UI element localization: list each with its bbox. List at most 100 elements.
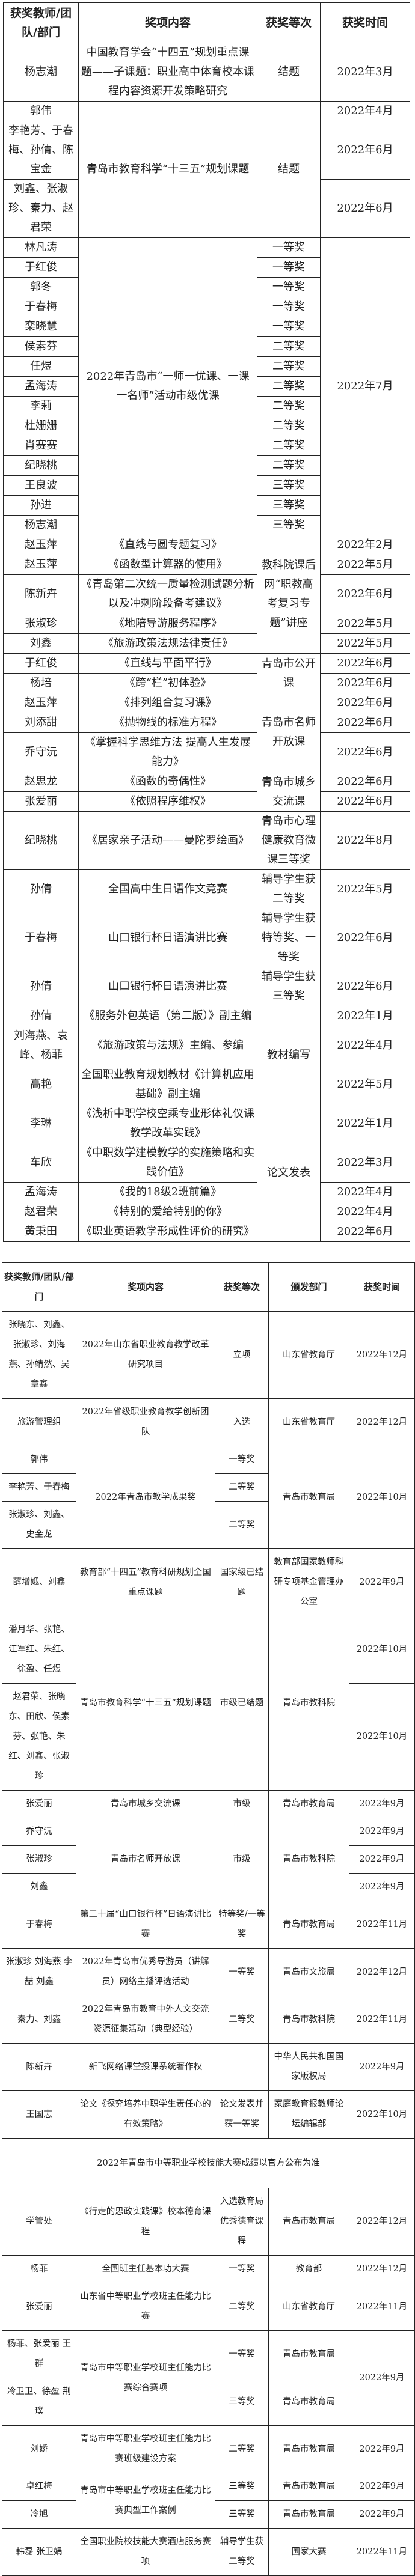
winner-cell: 孙倩 [3,967,79,1006]
table-row: 陈新卉 《青岛第二次统一质量检测试题分析以及冲刺阶段备考建议》 2022年6月 [3,574,410,614]
award-level-cell: 市级已结题 [215,1616,269,1791]
winner-cell: 刘添甜 [3,713,79,733]
award-content-cell: 2022年青岛市教育中外人文交流资源征集活动（典型经验） [76,1996,215,2044]
table-row: 栾晓慧 一等奖 [3,317,410,337]
award-content-cell: 新飞网络课堂授课系统著作权 [76,2043,215,2091]
table-row: 于春梅 第二十届“山口银行杯”日语演讲比赛 特等奖/一等奖 青岛市教育局 2022年11… [2,1901,415,1949]
award-level-cell: 一等奖 [215,2330,269,2378]
award-content-cell: 2022年青岛市“一师一优课、一课一名师”活动市级优课 [78,237,257,535]
winner-cell: 学管处 [2,2188,76,2256]
award-date-cell: 2022年12月 [349,1948,415,1996]
column-header: 获奖等次 [215,1262,269,1312]
table-row: 张淑珍 刘海燕 李喆 刘鑫 2022年青岛市优秀导游员（讲解员）网络主播评选活动一… [2,1948,415,1996]
table-row: 张淑珍 2022年9月 [2,1845,415,1874]
table-row: 赵玉萍 《排列组合复习课》 青岛市名师开放课 2022年6月 [3,693,410,772]
award-content-cell: 第二十届“山口银行杯”日语演讲比赛 [76,1901,215,1949]
award-content-cell: 《旅游政策法规法律责任》 [78,633,257,654]
award-level-cell: 辅导学生获特等奖、一等奖 [257,909,321,967]
table-row: 赵思龙 《函数的奇偶性》 青岛市城乡交流课 2022年6月 [3,772,410,812]
winner-cell: 张爱丽 [2,1790,76,1818]
award-date-cell: 2022年8月 [320,811,410,870]
award-level-cell: 论文发表并获一等奖 [215,2090,269,2139]
table-row: 张爱丽 山东省中等职业学校班主任能力比赛 二等奖 山东省教育厅 2022年11月 [2,2283,415,2331]
winner-cell: 纪晓桃 [3,811,79,870]
issuing-department-cell: 青岛市教育局 [268,1901,349,1949]
winner-cell: 孙进 [3,495,79,516]
award-date-cell: 2022年5月 [320,1065,410,1104]
winner-cell: 赵君荣 [3,1202,79,1222]
award-level-cell: 一等奖 [257,317,321,337]
issuing-department-cell: 青岛市教科院 [268,1996,349,2044]
award-level-cell: 立项 [215,1311,269,1399]
award-content-cell: 《服务外包英语（第二版）》副主编 [78,1006,257,1026]
award-level-cell: 市级 [215,1790,269,1818]
winner-cell: 孙倩 [3,869,79,909]
award-date-cell: 2022年3月 [320,1143,410,1183]
award-date-cell: 2022年6月 [320,653,410,674]
award-date-cell: 2022年6月 [320,791,410,812]
issuing-department-cell: 青岛市教科院 [268,1818,349,1901]
award-date-cell: 2022年11月 [349,2283,415,2331]
award-content-cell: 《依照程序维权》 [78,791,257,812]
award-content-cell: 《抛物线的标准方程》 [78,713,257,733]
award-content-cell: 《排列组合复习课》 [78,693,257,713]
winner-cell: 赵思龙 [3,772,79,792]
award-content-cell: 全国职业教育规划教材《计算机应用基础》副主编 [78,1065,257,1104]
table-row: 李艳芳、于春梅、孙倩、陈宝金 2022年6月 [3,121,410,180]
table-row: 张晓东、刘鑫、张淑珍、刘海燕、孙靖然、吴章鑫 2022年山东省职业教育教学改革研究… [2,1311,415,1399]
issuing-department-cell: 青岛市教科院 [268,1616,349,1791]
winner-cell: 张淑珍、刘鑫、史金龙 [2,1501,76,1549]
table-row: 韩磊 张卫娟 全国职业院校技能大赛酒店服务赛项 辅导学生获二等奖 国家大赛 2022年1… [2,2528,415,2576]
column-header: 奖项内容 [76,1262,215,1312]
table-row: 赵玉萍 《直线与圆专题复习》 教科院课后网“职教高考复习专题”讲座 2022年2月 [3,535,410,654]
winner-cell: 张淑珍 [2,1845,76,1874]
winner-cell: 卓红梅 [2,2473,76,2501]
award-level-cell: 一等奖 [257,237,321,258]
award-level-cell: 三等奖 [215,2473,269,2501]
winner-cell: 纪晓桃 [3,455,79,476]
award-date-cell: 2022年6月 [320,772,410,792]
column-header: 获奖教师/团队/部门 [3,2,79,43]
issuing-department-cell: 青岛市教育局 [268,1790,349,1818]
award-date-cell: 2022年5月 [320,633,410,654]
award-content-cell: 《浅析中职学校空乘专业形体礼仪课教学改革实践》 [78,1104,257,1143]
winner-cell: 郭冬 [3,277,79,297]
award-date-cell: 2022年2月 [320,535,410,555]
award-date-cell: 2022年11月 [349,1901,415,1949]
award-level-cell: 二等奖 [257,336,321,357]
winner-cell: 冷卫卫、徐盈 荆璞 [2,2378,76,2426]
award-level-cell: 一等奖 [215,1446,269,1474]
winner-cell: 杨志潮 [3,43,79,102]
award-content-cell: 教育部“十四五”教育科研规划全国重点课题 [76,1548,215,1616]
table-row: 2022年青岛市中等职业学校技能大赛成绩以官方公布为准 [2,2138,415,2188]
table-row: 于春梅 一等奖 [3,297,410,317]
award-level-cell: 入选教育局优秀德育课程 [215,2188,269,2256]
table-row: 任煜 二等奖 [3,356,410,377]
issuing-department-cell: 山东省教育厅 [268,2283,349,2331]
award-date-cell: 2022年9月 [349,1845,415,1874]
winner-cell: 陈新卉 [3,574,79,614]
award-date-cell: 2022年6月 [320,179,410,238]
winner-cell: 王国志 [2,2090,76,2139]
award-content-cell: 《我的18级2班前篇》 [78,1182,257,1202]
award-date-cell: 2022年6月 [320,909,410,967]
table-row: 孙倩 全国高中生日语作文竞赛 辅导学生获二等奖 2022年5月 [3,869,410,909]
award-content-cell: 全国班主任基本功大赛 [76,2255,215,2283]
award-content-cell: 《中职数学建模教学的实施策略和实践价值》 [78,1143,257,1183]
table-row: 李琳 《浅析中职学校空乘专业形体礼仪课教学改革实践》 论文发表 2022年1月 [3,1104,410,1242]
table-row: 乔守沅 《掌握科学思维方法 提高人生发展能力》 2022年6月 [3,732,410,772]
winner-cell: 黄秉田 [3,1222,79,1242]
winner-cell: 孙倩 [3,1006,79,1026]
award-date-cell: 2022年9月 [349,1873,415,1901]
winner-cell: 于春梅 [3,297,79,317]
winner-cell: 刘海燕、袁峰、杨菲 [3,1026,79,1065]
table-row: 于春梅 山口银行杯日语演讲比赛 辅导学生获特等奖、一等奖 2022年6月 [3,909,410,967]
award-level-cell: 二等奖 [215,1996,269,2044]
award-content-cell: 《行走的思政实践课》校本德育课程 [76,2188,215,2256]
table-row: 刘鑫、张淑珍、秦力、赵君荣 2022年6月 [3,179,410,238]
award-content-cell: 青岛市教育科学“十三五”规划课题 [76,1616,215,1791]
issuing-department-cell: 青岛市教育局 [268,2330,349,2378]
issuing-department-cell: 教育部 [268,2255,349,2283]
award-level-cell: 一等奖 [215,1948,269,1996]
award-date-cell: 2022年9月 [349,2043,415,2091]
